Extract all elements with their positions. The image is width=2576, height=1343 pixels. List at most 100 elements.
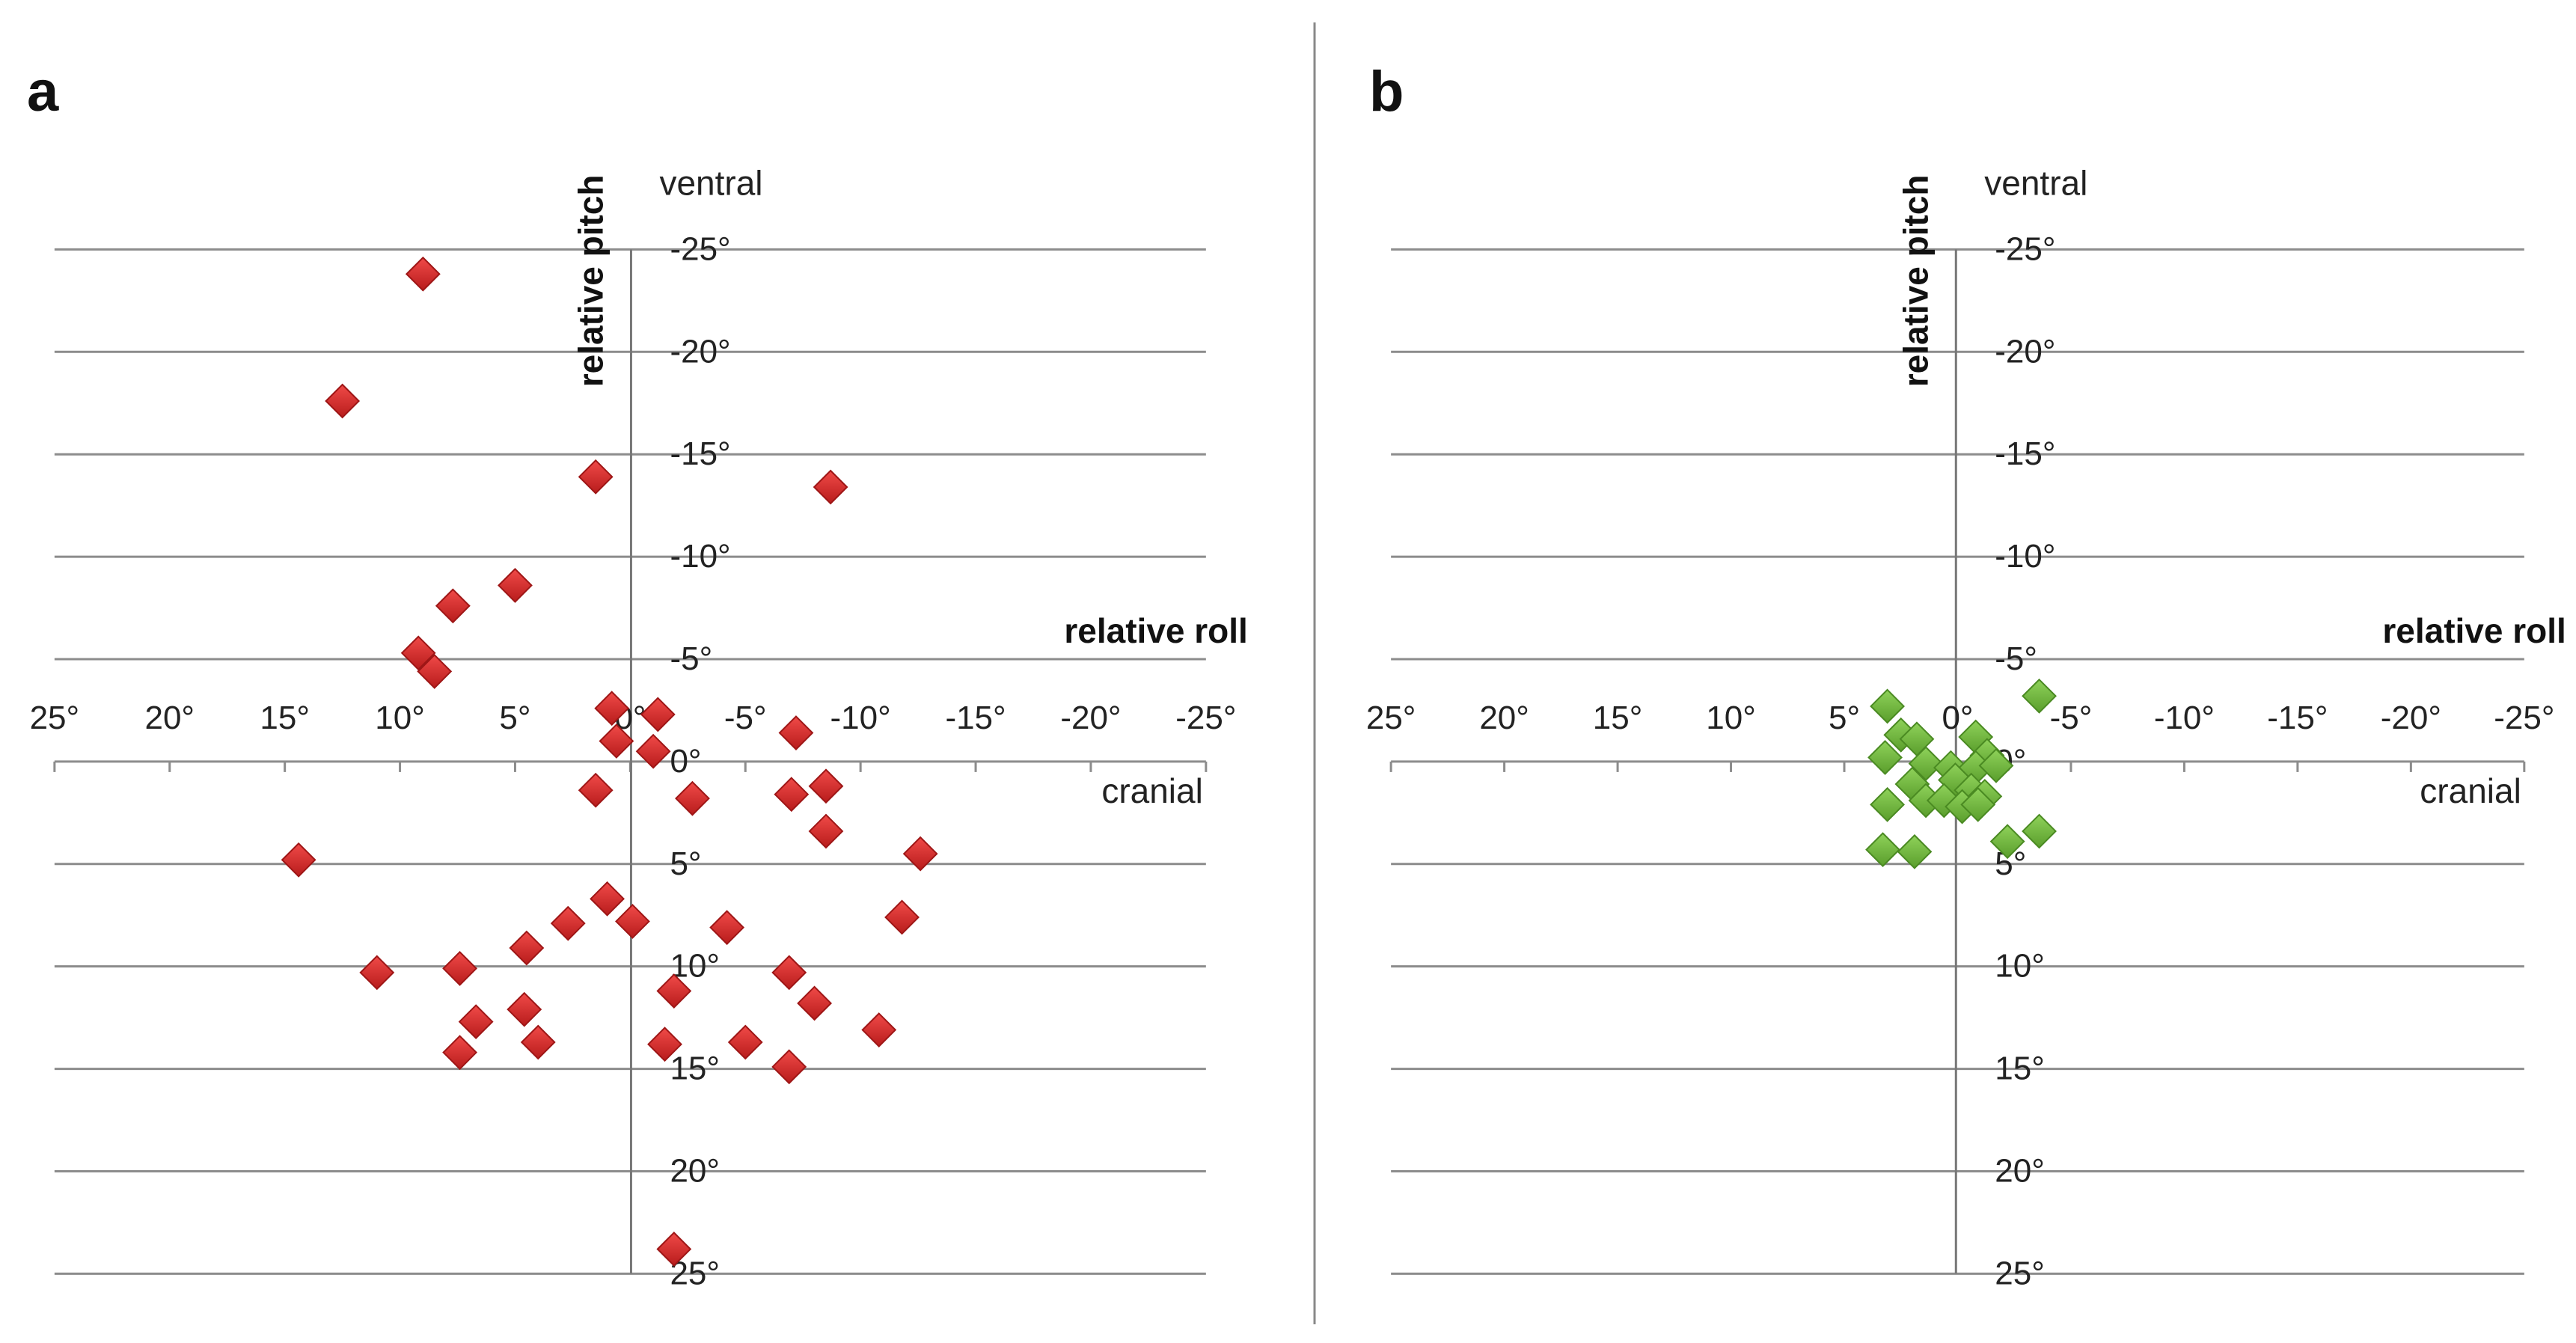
panel-a: a -25° -20° -15° -10° -5° 0° 5° 10° 15° … — [27, 60, 1248, 1291]
y-tick-label: -5° — [1995, 640, 2037, 677]
panel-b: b -25° -20° -15° -10° -5° 0° 5° 10° 15° … — [1366, 60, 2566, 1291]
data-point — [861, 1012, 897, 1047]
data-point — [640, 697, 676, 732]
x-axis-title: relative roll — [1064, 611, 1247, 650]
data-point — [417, 654, 453, 689]
x-tick-label: 15° — [1593, 700, 1643, 736]
data-point — [578, 459, 614, 495]
data-point — [458, 1004, 494, 1040]
y-tick-labels: -25° -20° -15° -10° -5° 0° 5° 10° 15° 20… — [1995, 230, 2055, 1291]
data-point — [1960, 786, 1996, 822]
y-tick-label: -25° — [670, 230, 730, 267]
data-point — [1897, 833, 1933, 869]
data-point — [590, 881, 625, 917]
data-point — [2022, 678, 2057, 714]
data-point — [400, 635, 436, 671]
data-point — [635, 733, 671, 769]
data-point — [902, 836, 938, 872]
x-tick-label: -10° — [830, 700, 891, 736]
cranial-label: cranial — [1101, 771, 1203, 810]
y-tick-label: -20° — [670, 333, 730, 370]
data-point — [1865, 832, 1900, 868]
data-point — [727, 1024, 763, 1060]
x-tick-label: -5° — [2050, 700, 2093, 736]
data-point — [1908, 746, 1944, 782]
y-tick-label: 0° — [670, 743, 701, 780]
data-point — [778, 715, 814, 750]
data-point — [813, 469, 848, 505]
data-point — [281, 842, 316, 878]
data-point — [435, 588, 471, 624]
x-tick-label: -25° — [2494, 700, 2554, 736]
data-point — [594, 691, 630, 726]
data-point — [797, 985, 833, 1021]
x-tick-label: 20° — [1479, 700, 1529, 736]
data-point — [550, 905, 586, 941]
data-point — [442, 951, 477, 986]
data-point — [442, 1035, 477, 1071]
y-tick-labels: -25° -20° -15° -10° -5° 0° 5° 10° 15° 20… — [670, 230, 730, 1291]
y-tick-label: 15° — [670, 1050, 720, 1087]
x-axis-title: relative roll — [2382, 611, 2566, 650]
data-point — [656, 973, 692, 1009]
y-tick-label: 25° — [1995, 1255, 2045, 1291]
panel-label: b — [1369, 60, 1404, 123]
gridlines — [1391, 248, 2524, 1275]
data-point — [578, 772, 614, 808]
cranial-label: cranial — [2420, 771, 2521, 810]
x-tick-label: 10° — [1706, 700, 1756, 736]
x-tick-label: 5° — [499, 700, 530, 736]
data-points — [281, 256, 938, 1267]
data-point — [1870, 688, 1905, 724]
x-tick-label: -10° — [2154, 700, 2215, 736]
data-point — [1870, 786, 1905, 822]
ventral-label: ventral — [659, 164, 762, 203]
x-tick-label: 5° — [1829, 700, 1860, 736]
ventral-label: ventral — [1984, 164, 2087, 203]
x-tick-label: -25° — [1175, 700, 1236, 736]
y-tick-label: -10° — [670, 538, 730, 575]
data-point — [359, 955, 395, 991]
data-point — [599, 723, 634, 759]
y-tick-label: 20° — [670, 1152, 720, 1189]
data-point — [771, 955, 807, 991]
data-point — [656, 1232, 692, 1267]
x-tick-label: -20° — [2381, 700, 2441, 736]
y-tick-label: 15° — [1995, 1050, 2045, 1087]
data-point — [709, 910, 745, 946]
x-tick-label: 25° — [1366, 700, 1416, 736]
x-tick-label: 20° — [144, 700, 195, 736]
data-point — [808, 813, 844, 849]
data-point — [507, 991, 542, 1027]
data-point — [2022, 813, 2057, 849]
x-tick-labels: 25° 20° 15° 10° 5° 0° -5° -10° -15° -20°… — [1366, 700, 2555, 736]
x-tick-label: -20° — [1060, 700, 1121, 736]
y-tick-label: 20° — [1995, 1152, 2045, 1189]
x-tick-label: 10° — [375, 700, 425, 736]
data-point — [509, 930, 545, 966]
data-point — [325, 383, 361, 419]
y-tick-label: -25° — [1995, 230, 2055, 267]
x-tick-label: -15° — [2267, 700, 2328, 736]
data-point — [771, 1049, 807, 1085]
data-point — [647, 1027, 682, 1062]
x-tick-label: 25° — [30, 700, 80, 736]
y-tick-label: 5° — [670, 845, 701, 882]
y-tick-label: -10° — [1995, 538, 2055, 575]
data-point — [615, 904, 650, 939]
x-tick-labels: 25° 20° 15° 10° 5° 0° -5° -10° -15° -20°… — [30, 700, 1237, 736]
data-point — [1989, 824, 2025, 860]
x-tick-label: -5° — [724, 700, 767, 736]
data-point — [405, 256, 441, 292]
data-points — [1865, 678, 2057, 869]
x-tick-label: -15° — [945, 700, 1006, 736]
panel-label: a — [27, 60, 59, 123]
x-tick-marks — [1389, 761, 2526, 772]
x-tick-label: 15° — [260, 700, 310, 736]
data-point — [884, 899, 920, 935]
data-point — [808, 768, 844, 804]
data-point — [520, 1024, 556, 1060]
data-point — [675, 780, 710, 816]
data-point — [774, 777, 810, 813]
